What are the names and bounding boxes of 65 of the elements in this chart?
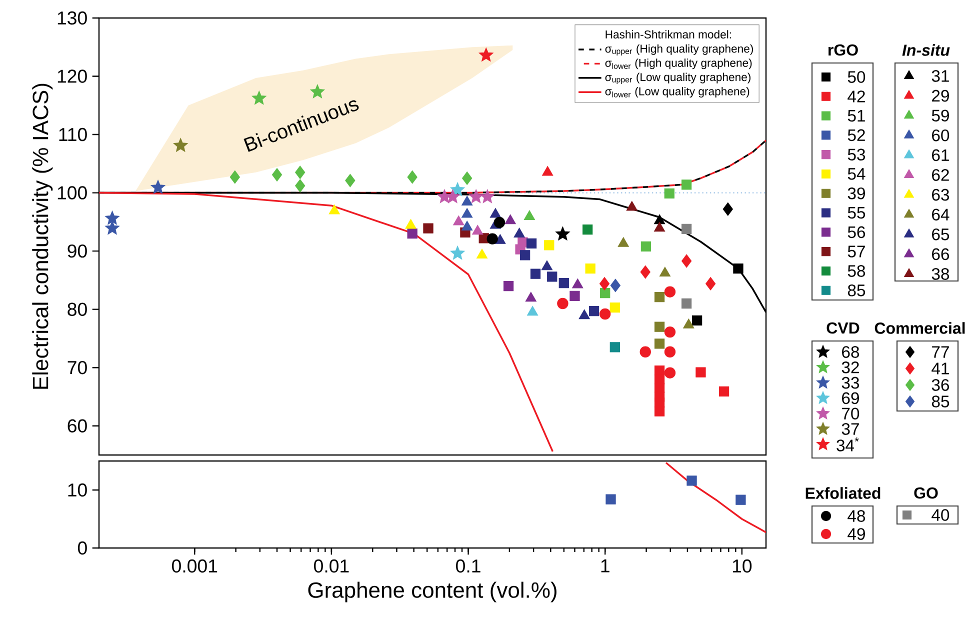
- y-tick-label: 120: [58, 70, 87, 83]
- x-tick-label: 0.1: [456, 559, 480, 573]
- legend-label: 34$^{*}$: [836, 437, 859, 452]
- legend-label: 53: [848, 148, 866, 160]
- legend-label: 51: [848, 110, 865, 122]
- legend-label: 49: [848, 528, 865, 540]
- text: rGO: [828, 44, 858, 56]
- legend-label: 63: [932, 188, 950, 201]
- legend-title: Hashin-Shtrikman model:: [606, 30, 731, 38]
- x-tick-label: 0.01: [314, 559, 349, 573]
- legend-label: 50: [848, 71, 866, 83]
- x-tick-label: 1: [601, 559, 610, 572]
- legend-label: 42: [848, 90, 865, 102]
- x-tick-label: 10: [732, 559, 752, 573]
- legend-label: 64: [932, 208, 950, 220]
- legend-label: 54: [848, 168, 866, 180]
- y-tick-label: 100: [58, 186, 87, 200]
- legend-label: 41: [932, 362, 949, 374]
- y-tick-label: 130: [58, 11, 87, 25]
- text: Exfoliated: [806, 487, 880, 499]
- legend-label: 40: [932, 509, 950, 521]
- legend-label: 48: [848, 510, 866, 522]
- legend-label: σ$_{upper}$ (Low quality graphene): [605, 72, 750, 84]
- legend-label: 65: [932, 228, 950, 240]
- legend-label: 56: [848, 226, 866, 238]
- legend-label: 60: [932, 130, 950, 142]
- y-tick-label: 110: [59, 128, 87, 142]
- legend-label: 61: [932, 149, 949, 162]
- text: In-situ: [902, 44, 950, 56]
- legend-label: 85: [932, 396, 950, 408]
- legend-label: σ$_{lower}$ (High quality graphene): [605, 58, 752, 70]
- legend-label: σ$_{lower}$ (Low quality graphene): [605, 86, 750, 98]
- y-tick-label: 70: [68, 360, 87, 374]
- legend-label: 57: [848, 246, 865, 258]
- legend-label: σ$_{upper}$ (High quality graphene): [605, 44, 753, 56]
- legend-label: 58: [848, 265, 866, 277]
- legend-label: 55: [848, 206, 866, 219]
- legend-label: 70: [842, 408, 860, 420]
- legend-label: 85: [848, 284, 866, 296]
- text: Commercial: [874, 322, 965, 334]
- legend-label: 33: [842, 376, 860, 389]
- legend-label: 36: [932, 379, 950, 391]
- y-tick-label: 0: [78, 541, 87, 555]
- legend-label: 52: [848, 129, 865, 142]
- legend-label: 59: [932, 110, 949, 122]
- legend-label: 31: [932, 70, 949, 82]
- legend-label: 68: [842, 346, 860, 358]
- legend-label: 39: [848, 188, 865, 200]
- text: CVD: [826, 322, 860, 334]
- y-tick-label: 80: [68, 302, 87, 316]
- legend-label: 62: [932, 169, 949, 181]
- legend-label: 32: [842, 362, 859, 374]
- legend-label: 77: [932, 346, 949, 358]
- y-tick-label: 60: [68, 419, 87, 432]
- legend-label: 37: [842, 423, 859, 435]
- legend-label: 38: [932, 268, 950, 280]
- x-axis-title: Graphene content (vol.%): [308, 582, 556, 602]
- text: GO: [914, 487, 938, 499]
- legend-label: 66: [932, 248, 950, 260]
- y-tick-label: 90: [68, 244, 87, 258]
- legend-label: 69: [842, 392, 859, 404]
- y-axis-title: Electrical conductivity (% IACS): [32, 84, 53, 389]
- y-tick-label: 10: [68, 483, 87, 497]
- legend-label: 29: [932, 90, 949, 102]
- x-tick-label: 0.001: [172, 559, 218, 573]
